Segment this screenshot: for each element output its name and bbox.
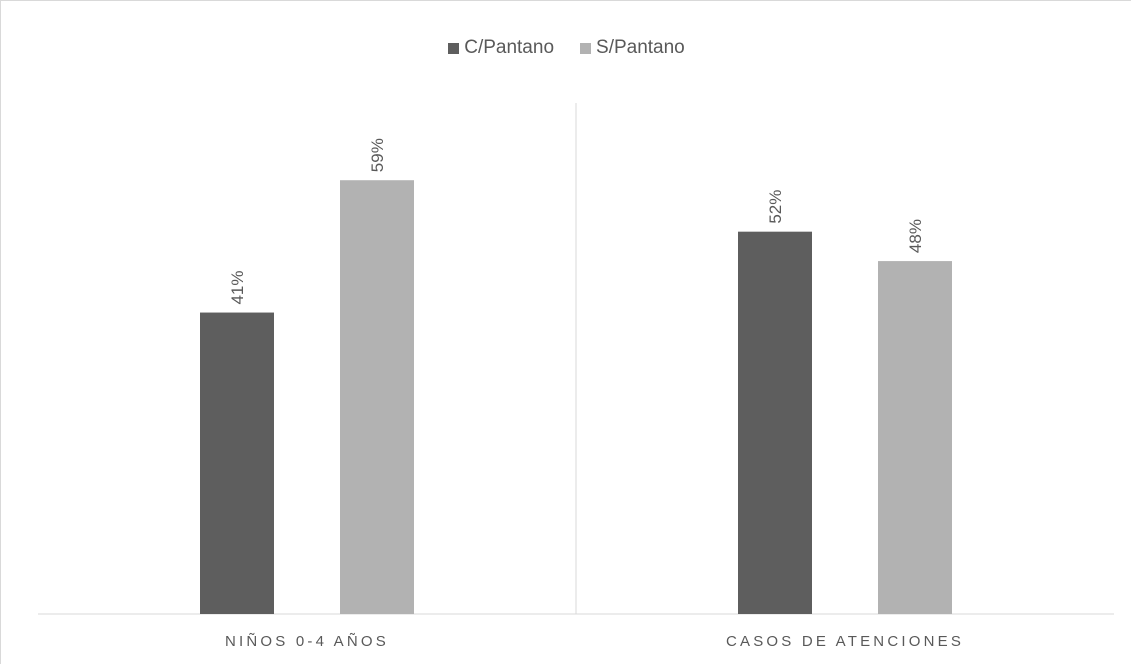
legend-item-c-pantano: C/Pantano: [448, 37, 554, 59]
bar-c-pantano-0: [200, 312, 274, 614]
data-label-s-pantano-1: 48%: [906, 219, 925, 253]
bar-c-pantano-1: [738, 231, 812, 614]
category-labels-group: NIÑOS 0-4 AÑOS CASOS DE ATENCIONES: [225, 633, 964, 650]
legend-item-s-pantano: S/Pantano: [580, 37, 685, 59]
legend-label-s-pantano: S/Pantano: [596, 37, 685, 58]
category-label-0: NIÑOS 0-4 AÑOS: [225, 633, 389, 650]
legend-swatch-s-pantano: [580, 42, 592, 54]
bar-s-pantano-1: [878, 261, 952, 614]
category-label-1: CASOS DE ATENCIONES: [726, 633, 964, 650]
data-label-c-pantano-1: 52%: [766, 190, 785, 224]
legend-swatch-c-pantano: [448, 42, 460, 54]
bars-group: [200, 180, 952, 615]
data-label-c-pantano-0: 41%: [228, 271, 247, 305]
data-labels-group: 41% 59% 52% 48%: [228, 138, 925, 304]
data-label-s-pantano-0: 59%: [368, 138, 387, 172]
legend: C/Pantano S/Pantano: [1, 35, 1131, 61]
bar-s-pantano-0: [340, 180, 414, 615]
legend-label-c-pantano: C/Pantano: [464, 37, 555, 58]
